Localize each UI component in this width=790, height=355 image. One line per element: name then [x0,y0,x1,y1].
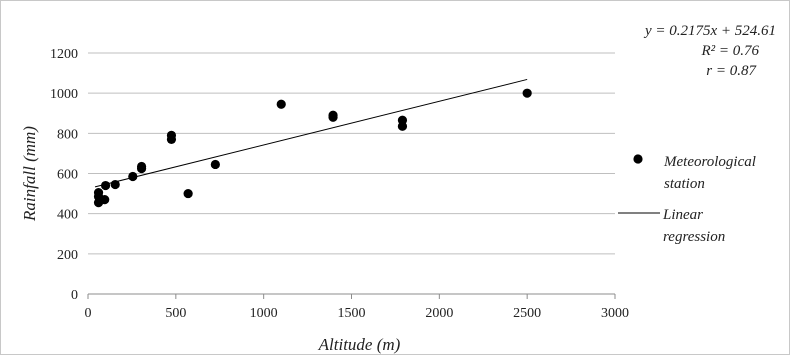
legend-marker-station [633,154,643,164]
data-point [110,179,120,190]
regression-line [94,78,528,188]
x-tick-label: 1500 [338,306,366,321]
data-point [166,130,177,140]
legend-label-station: station [664,176,705,192]
data-point [522,88,532,98]
y-tick-label: 0 [71,288,78,303]
legend-label-station: Meteorological [663,154,756,170]
data-point [397,115,408,125]
data-point [210,159,220,170]
data-point [128,171,138,182]
y-axis-title: Rainfall (mm) [20,126,39,222]
data-point [276,99,286,109]
x-tick-label: 500 [165,306,186,321]
x-tick-label: 0 [85,306,92,321]
x-tick-label: 3000 [601,306,629,321]
data-point [100,195,110,205]
data-point [183,188,193,199]
regression-annotation: y = 0.2175x + 524.61 [643,23,776,39]
data-point [136,161,147,172]
data-point [93,187,104,198]
data-point [328,110,338,120]
regression-annotation: R² = 0.76 [700,43,759,59]
y-tick-label: 200 [57,248,78,263]
y-tick-label: 1200 [50,47,78,62]
data-point [100,180,111,191]
x-axis-title: Altitude (m) [318,335,401,354]
y-tick-label: 800 [57,127,78,142]
legend-label-regression: Linear [662,207,703,223]
x-tick-label: 2000 [425,306,453,321]
y-tick-label: 1000 [50,87,78,102]
regression-annotation: r = 0.87 [706,63,757,79]
legend-label-regression: regression [663,229,725,245]
x-tick-label: 1000 [250,306,278,321]
y-tick-label: 400 [57,208,78,223]
y-tick-label: 600 [57,168,78,183]
x-tick-label: 2500 [513,306,541,321]
